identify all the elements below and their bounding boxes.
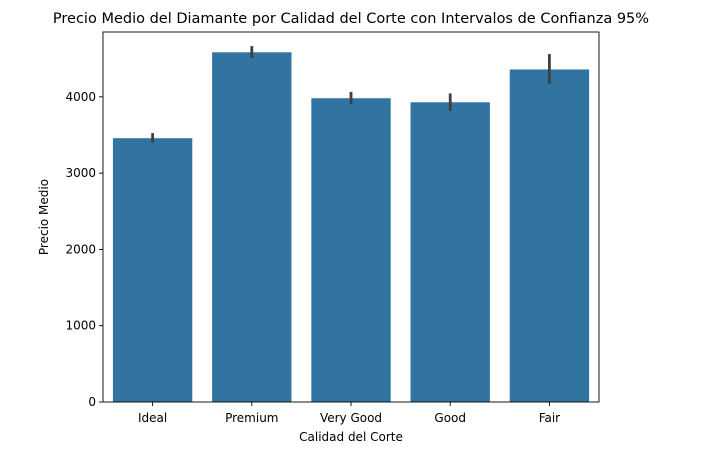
x-tick-label: Premium [225,411,278,425]
error-bars-layer [151,46,551,143]
y-axis: 0 1000 2000 3000 4000 [65,90,103,409]
y-tick-label: 2000 [65,242,96,256]
bar-ideal [112,138,193,402]
chart-title: Precio Medio del Diamante por Calidad de… [53,11,649,27]
bars-layer [112,52,590,403]
x-axis-label: Calidad del Corte [299,430,403,444]
y-tick-label: 1000 [65,319,96,333]
bar-good [410,102,490,403]
x-tick-label: Good [434,411,466,425]
x-tick-label: Ideal [138,411,167,425]
y-axis-label: Precio Medio [37,179,51,255]
x-tick-label: Fair [539,411,560,425]
x-axis: Ideal Premium Very Good Good Fair [138,402,560,425]
y-tick-label: 4000 [65,90,96,104]
x-tick-label: Very Good [320,411,382,425]
y-tick-label: 3000 [65,166,96,180]
bar-premium [212,52,292,402]
y-tick-label: 0 [88,395,96,409]
bar-very-good [311,98,391,402]
bar-fair [509,69,590,402]
